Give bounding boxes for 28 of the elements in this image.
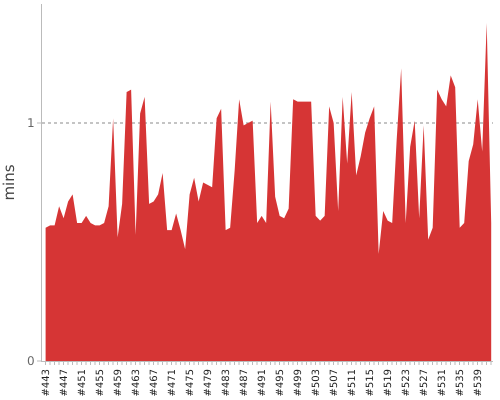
x-tick-label: #511 [346, 369, 358, 396]
x-tick-label: #527 [418, 369, 430, 396]
x-tick-label: #447 [58, 369, 70, 396]
y-tick-label: 1 [26, 116, 35, 130]
x-tick-label: #483 [220, 369, 232, 396]
x-tick-label: #523 [400, 369, 412, 396]
x-tick-label: #459 [112, 369, 124, 396]
x-tick-label: #495 [274, 369, 286, 396]
x-tick-label: #451 [76, 369, 88, 396]
x-tick-label: #443 [40, 369, 52, 396]
x-tick-label: #467 [148, 369, 160, 396]
y-axis-title: mins [0, 164, 18, 201]
x-tick-label: #471 [166, 369, 178, 396]
x-tick-label: #475 [184, 369, 196, 396]
x-tick-label: #491 [256, 369, 268, 396]
x-tick-label: #479 [202, 369, 214, 396]
x-tick-label: #507 [328, 369, 340, 396]
x-tick-label: #463 [130, 369, 142, 396]
x-tick-label: #539 [472, 369, 484, 396]
x-tick-label: #515 [364, 369, 376, 396]
x-tick-label: #535 [454, 369, 466, 396]
x-tick-label: #519 [382, 369, 394, 396]
x-tick-label: #503 [310, 369, 322, 396]
x-tick-label: #531 [436, 369, 448, 396]
x-tick-label: #499 [292, 369, 304, 396]
y-tick-label: 0 [26, 354, 35, 368]
x-tick-label: #487 [238, 369, 250, 396]
x-tick-label: #455 [94, 369, 106, 396]
